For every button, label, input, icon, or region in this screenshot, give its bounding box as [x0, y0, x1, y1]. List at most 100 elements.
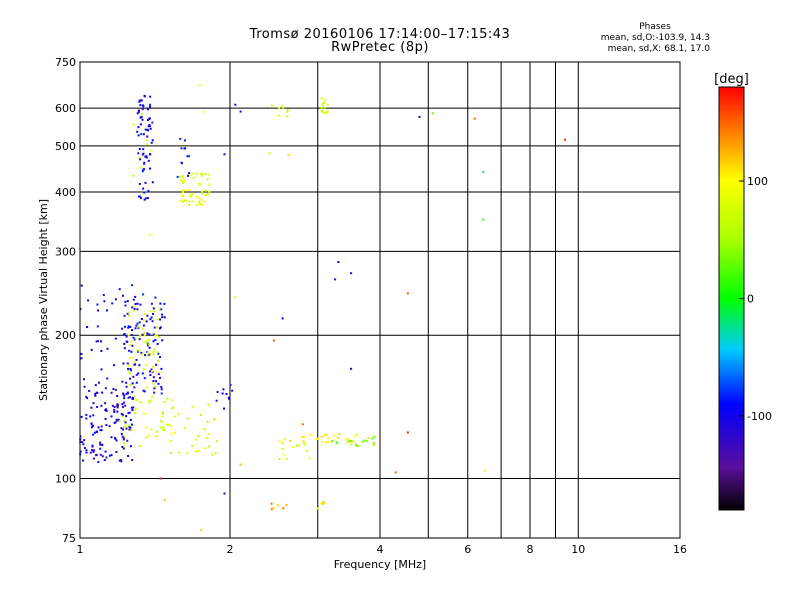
data-point — [196, 203, 198, 206]
data-point — [144, 181, 147, 184]
data-point — [116, 410, 119, 413]
data-point — [281, 105, 284, 108]
data-point — [144, 128, 147, 131]
data-point — [139, 444, 141, 447]
data-point — [138, 321, 141, 324]
data-point — [228, 398, 231, 401]
data-point — [182, 191, 184, 194]
data-point — [158, 335, 160, 338]
data-point — [302, 435, 305, 438]
data-point — [191, 444, 194, 447]
data-point — [355, 444, 358, 446]
data-point — [186, 155, 189, 158]
data-point — [234, 103, 237, 106]
data-point — [154, 296, 157, 299]
data-point — [189, 193, 192, 196]
data-point — [99, 453, 102, 456]
data-point — [138, 364, 141, 367]
data-point — [153, 310, 155, 313]
data-point — [137, 372, 140, 375]
data-point — [135, 381, 138, 384]
data-point — [125, 381, 128, 384]
data-point — [139, 123, 142, 126]
data-point — [147, 189, 150, 192]
data-point — [134, 295, 137, 298]
data-point — [146, 139, 149, 142]
data-point — [138, 156, 141, 159]
data-point — [149, 95, 152, 98]
data-point — [102, 294, 105, 296]
data-point — [118, 459, 121, 462]
data-point — [151, 365, 154, 368]
data-point — [179, 137, 182, 140]
data-point — [323, 101, 326, 104]
data-point — [181, 195, 184, 198]
data-point — [106, 347, 109, 350]
data-point — [143, 334, 146, 337]
y-tick-label: 200 — [55, 329, 76, 342]
data-point — [136, 302, 139, 305]
data-point — [140, 197, 142, 200]
data-point — [320, 502, 323, 505]
data-point — [113, 411, 116, 413]
data-point — [157, 352, 160, 355]
data-point — [320, 106, 323, 109]
data-point — [138, 99, 141, 102]
data-point — [200, 172, 203, 175]
data-point — [138, 338, 141, 341]
data-point — [186, 417, 189, 420]
data-point — [150, 141, 153, 144]
data-point — [309, 433, 312, 436]
data-point — [80, 284, 83, 287]
data-point — [101, 391, 104, 394]
data-point — [91, 445, 94, 448]
data-point — [173, 432, 176, 434]
data-point — [144, 197, 147, 200]
data-point — [137, 126, 140, 129]
data-point — [122, 362, 125, 365]
data-point — [161, 313, 164, 316]
data-point — [198, 84, 201, 87]
data-point — [206, 178, 209, 181]
data-point — [86, 397, 89, 400]
grid-lines — [80, 62, 680, 538]
data-point — [137, 326, 140, 329]
data-point — [135, 324, 138, 327]
data-point — [122, 392, 125, 395]
data-point — [130, 369, 132, 372]
data-point — [207, 403, 210, 406]
data-point — [147, 159, 150, 162]
data-point — [350, 439, 353, 442]
data-point — [350, 367, 353, 370]
data-point — [144, 436, 147, 439]
data-point — [282, 507, 285, 510]
data-point — [285, 457, 288, 460]
chart-subtitle: RwPretec (8p) — [331, 40, 429, 55]
data-point — [337, 261, 340, 263]
data-point — [159, 477, 162, 480]
data-point — [321, 502, 324, 505]
data-point — [93, 449, 96, 452]
data-point — [143, 377, 146, 380]
data-point — [287, 154, 290, 157]
data-point — [159, 327, 161, 330]
data-point — [150, 428, 153, 431]
data-point — [128, 424, 131, 427]
data-point — [270, 508, 273, 511]
data-point — [320, 441, 323, 443]
data-point — [131, 329, 134, 331]
data-point — [92, 457, 95, 460]
data-point — [184, 189, 187, 192]
data-point — [122, 405, 124, 408]
data-point — [143, 390, 146, 393]
data-point — [131, 397, 134, 400]
data-point — [85, 451, 88, 454]
data-point — [152, 307, 155, 310]
data-point — [222, 388, 225, 391]
data-point — [345, 437, 348, 440]
data-point — [146, 386, 148, 389]
data-point — [170, 451, 173, 454]
data-point — [121, 380, 124, 383]
data-point — [129, 372, 132, 375]
